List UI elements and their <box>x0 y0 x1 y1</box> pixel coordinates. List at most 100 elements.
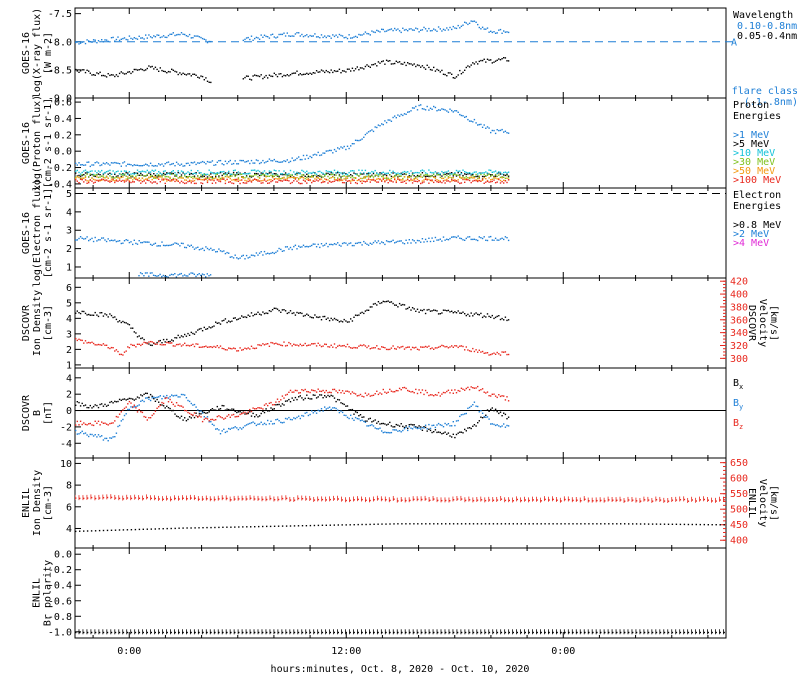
data-point <box>122 173 124 175</box>
data-point <box>232 179 235 181</box>
data-point <box>174 242 176 244</box>
right-y-tick-label: 340 <box>730 328 748 339</box>
data-point <box>234 347 236 350</box>
data-point <box>156 177 158 180</box>
data-point <box>395 241 397 243</box>
data-point <box>506 172 508 174</box>
data-point <box>398 387 401 390</box>
data-point <box>434 429 437 431</box>
data-point <box>332 244 334 246</box>
data-point <box>301 414 303 417</box>
data-point <box>125 72 127 75</box>
data-point <box>291 397 293 399</box>
data-point <box>639 500 642 502</box>
data-point <box>218 175 220 177</box>
data-point <box>153 243 155 245</box>
data-point <box>164 173 166 176</box>
data-point <box>263 34 266 36</box>
data-point <box>151 272 153 274</box>
data-point <box>317 71 319 73</box>
data-point <box>473 401 476 403</box>
data-point <box>270 179 272 181</box>
data-point <box>148 275 150 277</box>
data-point <box>451 425 453 427</box>
data-point <box>250 497 252 499</box>
data-point <box>363 172 365 174</box>
data-point <box>260 344 262 347</box>
data-point <box>405 173 407 175</box>
data-point <box>185 420 188 422</box>
data-point <box>162 631 164 634</box>
data-point <box>584 523 586 525</box>
data-point <box>247 178 249 180</box>
data-point <box>273 36 275 38</box>
data-point <box>411 307 414 309</box>
data-point <box>405 182 407 184</box>
data-point <box>226 162 228 165</box>
data-point <box>460 173 463 175</box>
data-point <box>293 171 295 173</box>
data-point <box>278 343 280 346</box>
data-point <box>138 165 140 167</box>
data-point <box>366 243 368 245</box>
data-point <box>433 498 435 500</box>
data-point <box>437 313 440 315</box>
data-point <box>372 241 375 244</box>
data-point <box>353 170 355 172</box>
data-point <box>96 404 98 407</box>
data-point <box>177 396 179 398</box>
data-point <box>507 400 510 402</box>
data-point <box>242 173 244 175</box>
data-point <box>470 174 472 176</box>
data-point <box>663 523 666 525</box>
data-point <box>146 272 148 274</box>
data-point <box>337 179 339 182</box>
data-point <box>392 345 394 347</box>
data-point <box>496 631 499 634</box>
data-point <box>221 171 223 173</box>
data-point <box>556 523 558 525</box>
data-point <box>707 524 709 526</box>
data-point <box>92 39 95 41</box>
data-point <box>325 172 327 175</box>
data-point <box>324 343 326 345</box>
data-point <box>254 174 256 176</box>
data-point <box>179 396 181 398</box>
data-point <box>338 399 341 401</box>
data-point <box>244 411 246 414</box>
y-axis-label: DSCOVR B [nT] <box>21 394 54 431</box>
data-point <box>133 173 135 175</box>
data-point <box>135 346 137 348</box>
data-point <box>477 175 479 177</box>
data-point <box>470 64 472 66</box>
data-point <box>390 63 393 65</box>
data-point <box>188 73 191 75</box>
data-point <box>442 236 445 238</box>
data-point <box>327 391 329 394</box>
data-point <box>488 523 491 525</box>
data-point <box>104 177 106 179</box>
data-point <box>392 176 394 178</box>
data-point <box>161 163 163 165</box>
data-point <box>486 174 489 176</box>
data-point <box>203 161 205 164</box>
data-point <box>349 524 351 526</box>
data-point <box>363 176 365 178</box>
data-point <box>78 174 80 177</box>
data-point <box>289 74 292 76</box>
data-point <box>146 241 148 243</box>
data-point <box>231 163 233 165</box>
data-point <box>338 175 341 177</box>
data-point <box>219 408 222 410</box>
data-point <box>182 171 184 173</box>
data-point <box>345 499 347 502</box>
data-point <box>221 417 223 419</box>
data-point <box>439 71 441 73</box>
data-point <box>216 345 218 347</box>
data-point <box>468 120 471 122</box>
data-point <box>478 177 480 180</box>
data-point <box>190 244 192 246</box>
data-point <box>216 322 218 324</box>
data-point <box>112 178 114 180</box>
data-point <box>385 499 387 501</box>
